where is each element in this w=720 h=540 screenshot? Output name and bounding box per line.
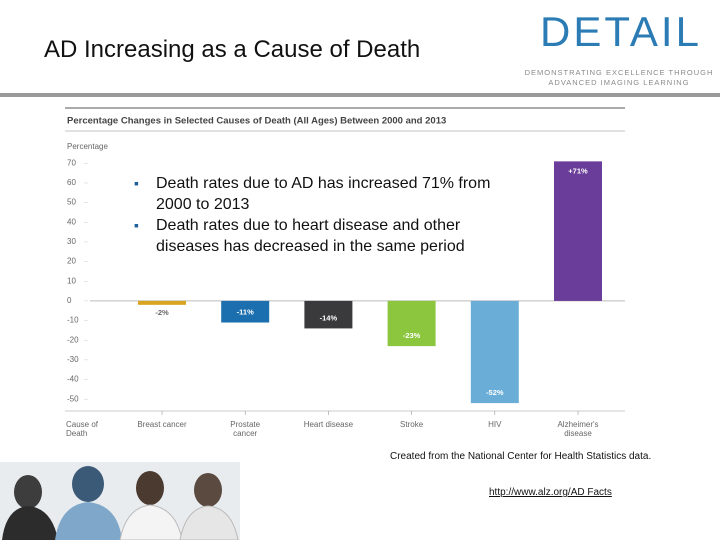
value-label: -14% xyxy=(320,313,338,322)
bar xyxy=(470,300,519,404)
y-tick-label: 40 xyxy=(67,217,76,226)
bar xyxy=(138,300,186,305)
header-rule xyxy=(0,93,720,97)
x-tick-label: Heart disease xyxy=(303,420,354,429)
y-tick-label: -50 xyxy=(67,394,79,403)
y-axis-label: Percentage xyxy=(67,142,108,151)
logo-tagline: ADVANCED IMAGING LEARNING xyxy=(548,78,690,87)
logo: DETAIL xyxy=(540,8,702,55)
y-tick-label: 20 xyxy=(67,257,76,266)
value-label: -11% xyxy=(237,308,254,317)
x-tick-label: Stroke xyxy=(400,420,424,429)
bullet-list: Death rates due to AD has increased 71% … xyxy=(134,173,524,257)
x-tick-label: Alzheimer's disease xyxy=(557,420,599,438)
person-head xyxy=(194,473,222,507)
photo xyxy=(0,462,240,540)
person-head xyxy=(14,475,42,509)
person-body xyxy=(119,504,183,540)
y-tick-label: 0 xyxy=(67,296,72,305)
x-tick-label: Breast cancer xyxy=(137,420,187,429)
bar xyxy=(304,300,353,329)
person-body xyxy=(2,506,58,540)
y-tick-label: 50 xyxy=(67,198,76,207)
x-tick-label: Prostate cancer xyxy=(230,420,261,438)
person-head xyxy=(136,471,164,505)
bar xyxy=(554,161,602,301)
source-link[interactable]: http://www.alz.org/AD Facts xyxy=(489,487,612,498)
y-tick-label: 30 xyxy=(67,237,76,246)
source-note: Created from the National Center for Hea… xyxy=(390,451,652,462)
y-tick-label: -30 xyxy=(67,355,79,364)
y-tick-label: 70 xyxy=(67,158,76,167)
person-body xyxy=(55,502,122,540)
bar xyxy=(387,300,436,347)
y-tick-label: 60 xyxy=(67,178,76,187)
person-body xyxy=(179,505,239,540)
value-label: -2% xyxy=(155,308,169,317)
bullet: Death rates due to AD has increased 71% … xyxy=(134,173,524,215)
x-tick-label: HIV xyxy=(488,420,502,429)
person-head xyxy=(72,466,104,502)
x-axis-label: Cause of Death xyxy=(66,420,99,438)
value-label: -52% xyxy=(486,388,504,397)
y-tick-label: -10 xyxy=(67,316,79,325)
y-tick-label: 10 xyxy=(67,276,76,285)
value-label: +71% xyxy=(568,166,588,175)
logo-tagline: DEMONSTRATING EXCELLENCE THROUGH xyxy=(524,68,714,77)
value-label: -23% xyxy=(403,331,421,340)
slide-title: AD Increasing as a Cause of Death xyxy=(44,36,421,63)
y-tick-label: -20 xyxy=(67,335,79,344)
bar xyxy=(221,300,270,323)
y-tick-label: -40 xyxy=(67,375,79,384)
chart-title: Percentage Changes in Selected Causes of… xyxy=(67,116,446,127)
bullet: Death rates due to heart disease and oth… xyxy=(134,215,524,257)
